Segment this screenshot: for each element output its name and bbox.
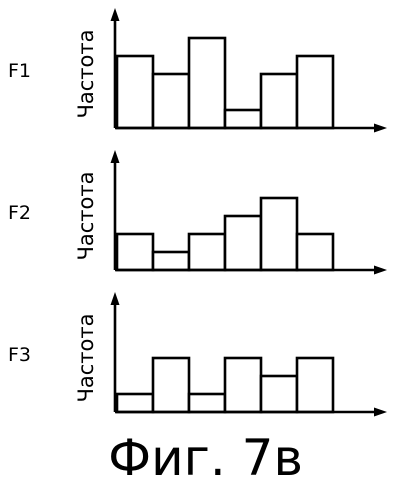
chart-3-x-axis-arrow — [374, 408, 387, 417]
chart-3-bar-2 — [153, 358, 189, 412]
chart-2-bar-6 — [297, 234, 333, 270]
chart-2-y-axis-arrow — [111, 150, 120, 163]
chart-1-bar-6 — [297, 56, 333, 128]
chart-1-bar-2 — [153, 74, 189, 128]
chart-1-y-label: Частота — [74, 30, 98, 119]
figure-7v: Частота F1 Частота F2 Частота F3 — [0, 0, 411, 430]
chart-3-panel-label: F3 — [8, 344, 31, 366]
chart-2-bar-4 — [225, 216, 261, 270]
chart-3-bar-6 — [297, 358, 333, 412]
chart-2-panel-label: F2 — [8, 202, 31, 224]
chart-1-bar-5 — [261, 74, 297, 128]
chart-3-bar-4 — [225, 358, 261, 412]
chart-2-x-axis-arrow — [374, 266, 387, 275]
chart-1-bar-1 — [117, 56, 153, 128]
chart-1-x-axis-arrow — [374, 124, 387, 133]
chart-2-y-label: Частота — [74, 172, 98, 261]
chart-3-y-label: Частота — [74, 314, 98, 403]
chart-1-y-axis-arrow — [111, 8, 120, 21]
chart-3-bar-5 — [261, 376, 297, 412]
chart-2-bar-1 — [117, 234, 153, 270]
chart-1-bar-4 — [225, 110, 261, 128]
chart-3-bar-1 — [117, 394, 153, 412]
chart-3-bar-3 — [189, 394, 225, 412]
chart-2-bar-5 — [261, 198, 297, 270]
figure-caption: Фиг. 7в — [0, 428, 411, 488]
chart-1-panel-label: F1 — [8, 60, 31, 82]
chart-2-bar-3 — [189, 234, 225, 270]
chart-1-bar-3 — [189, 38, 225, 128]
chart-3-y-axis-arrow — [111, 292, 120, 305]
chart-2-bar-2 — [153, 252, 189, 270]
